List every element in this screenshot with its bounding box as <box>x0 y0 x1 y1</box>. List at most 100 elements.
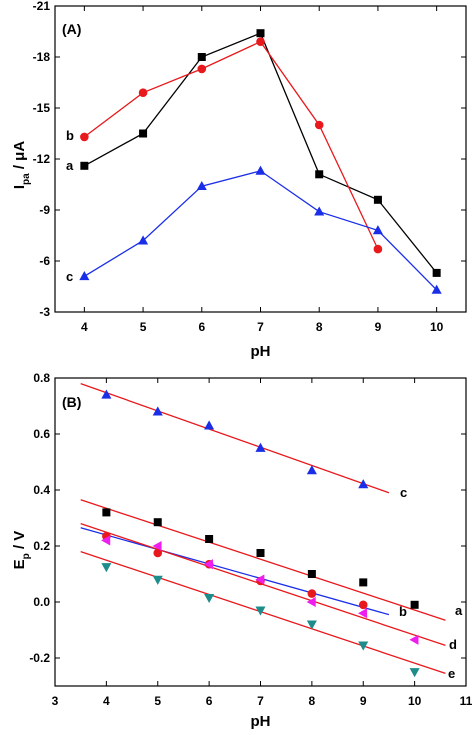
data-point <box>306 620 317 630</box>
data-point <box>101 535 111 546</box>
data-point <box>101 563 112 573</box>
x-tick-label: 10 <box>430 320 444 334</box>
data-point <box>152 406 163 416</box>
data-point <box>153 548 163 558</box>
data-point <box>314 206 325 216</box>
panel-a: 4 5 6 7 8 9 10 -3 -6 -9 -12 -15 -18 -21 pH Ipa / μA (A) a… <box>11 0 467 360</box>
data-point <box>197 53 206 61</box>
data-point <box>196 180 207 191</box>
panel-label: (B) <box>62 394 81 410</box>
data-point <box>410 600 419 609</box>
data-point <box>256 37 265 46</box>
y-axis-label-main: E <box>11 559 28 569</box>
x-tick-label: 9 <box>360 694 367 708</box>
series-line <box>84 170 438 291</box>
series-b: b <box>80 527 407 619</box>
data-point <box>204 420 215 430</box>
x-tick-label: 5 <box>140 320 147 334</box>
series-a: a <box>80 499 463 621</box>
x-tick-label: 4 <box>103 694 110 708</box>
x-tick-label: 4 <box>81 320 88 334</box>
series-label: c <box>400 485 407 500</box>
y-tick-label: 0.6 <box>33 427 50 441</box>
data-point <box>409 668 420 678</box>
data-point <box>432 268 441 277</box>
series-label: a <box>455 603 463 618</box>
y-tick-label: 0.8 <box>33 371 50 385</box>
data-point <box>373 195 382 204</box>
data-point <box>256 549 265 557</box>
data-point <box>79 271 90 281</box>
data-point <box>358 479 369 489</box>
x-tick-label: 6 <box>206 694 213 708</box>
data-point <box>255 165 266 175</box>
data-point <box>138 235 149 245</box>
x-tick-label: 9 <box>375 320 382 334</box>
data-point <box>101 389 112 399</box>
x-axis-label: pH <box>251 343 271 360</box>
y-tick-label: -6 <box>39 254 50 268</box>
data-point <box>80 161 89 170</box>
data-point <box>306 465 317 475</box>
panel-b: 3 4 5 6 7 8 9 10 11 -0.2 0.0 0.2 0.4 0.6 0.8 pH Ep / V (B… <box>11 371 473 730</box>
y-tick-label: 0.4 <box>33 483 50 497</box>
data-point <box>373 244 383 254</box>
data-point <box>307 570 316 578</box>
data-point <box>372 225 383 235</box>
fit-line <box>80 382 390 494</box>
data-point <box>314 120 324 130</box>
y-axis-label: Ipa / μA <box>11 141 32 190</box>
x-tick-label: 3 <box>52 694 59 708</box>
data-point <box>138 88 148 97</box>
y-axis-label: Ep / V <box>11 531 32 570</box>
y-tick-label: -0.2 <box>29 651 50 665</box>
data-point <box>431 284 442 294</box>
fit-line <box>80 527 390 616</box>
x-tick-label: 10 <box>408 694 422 708</box>
plot-frame <box>54 5 467 313</box>
x-axis-label: pH <box>251 713 271 730</box>
series-label: a <box>66 158 74 173</box>
data-point <box>359 578 368 587</box>
fit-line <box>80 499 446 621</box>
y-tick-label: -12 <box>33 152 51 166</box>
data-point <box>306 596 316 608</box>
x-tick-label: 7 <box>257 694 264 708</box>
data-point <box>409 634 419 645</box>
data-point <box>255 442 266 452</box>
data-point <box>358 600 368 610</box>
y-tick-label: 0.0 <box>33 595 50 609</box>
data-point <box>358 641 369 651</box>
data-point <box>80 132 89 142</box>
y-tick-label: -9 <box>39 203 50 217</box>
y-tick-label: 0.2 <box>33 539 50 553</box>
series-label: c <box>66 269 73 284</box>
data-point <box>152 540 162 552</box>
fit-line <box>80 550 446 675</box>
x-tick-label: 8 <box>309 694 316 708</box>
data-point <box>153 518 162 527</box>
data-point <box>205 535 214 543</box>
series-line <box>83 40 379 250</box>
data-point <box>307 589 317 598</box>
data-point <box>152 575 163 585</box>
data-point <box>256 29 265 38</box>
series-c: c <box>66 165 442 294</box>
series-label: b <box>66 128 74 143</box>
y-axis-label-unit: / V <box>11 531 28 554</box>
data-point <box>203 559 213 570</box>
data-point <box>255 574 265 585</box>
data-point <box>197 64 207 74</box>
series-c: c <box>80 382 407 500</box>
data-point <box>139 129 148 138</box>
y-tick-label: -18 <box>33 50 51 64</box>
series-label: b <box>399 604 407 619</box>
x-tick-label: 8 <box>316 320 323 334</box>
fit-line <box>80 522 446 647</box>
data-point <box>102 508 111 517</box>
y-tick-label: -15 <box>33 101 51 115</box>
y-tick-label: -21 <box>33 0 51 13</box>
data-point <box>204 593 215 604</box>
y-axis-label-unit: / μA <box>11 141 28 174</box>
